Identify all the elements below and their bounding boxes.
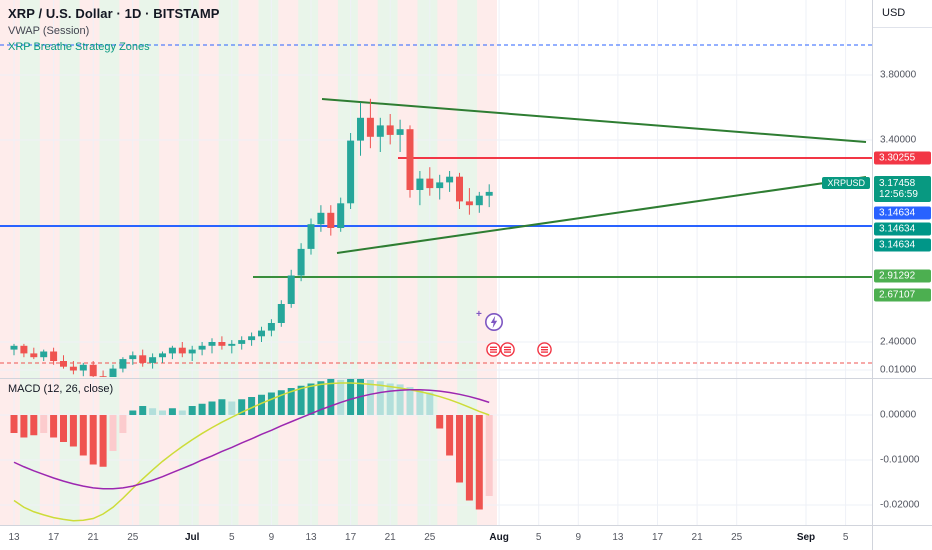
time-scale-label: Aug xyxy=(489,532,509,543)
indicator-vwap-session[interactable]: VWAP (Session) xyxy=(8,25,90,37)
candlestick-chart-canvas[interactable] xyxy=(0,0,872,525)
time-scale-label: Sep xyxy=(796,532,816,543)
time-scale-label: Jul xyxy=(184,532,200,543)
currency-label[interactable]: USD xyxy=(873,0,932,28)
price-line-label: 2.91292 xyxy=(874,269,931,283)
time-scale-label: 5 xyxy=(842,532,849,543)
time-scale-label: 25 xyxy=(127,532,139,543)
time-axis[interactable]: 13 17 21 25 Jul 5 9 13 17 21 25 Aug 5 9 13 17 21 25 Sep 5 xyxy=(0,525,872,550)
economic-event-icon[interactable] xyxy=(500,342,515,362)
time-scale-label: 25 xyxy=(731,532,743,543)
price-line-label: 3.14634 xyxy=(874,222,931,236)
price-scale-label: 3.40000 xyxy=(880,134,917,146)
sparkle-icon xyxy=(476,309,482,320)
macd-pane xyxy=(10,379,493,522)
price-line-label: 2.67107 xyxy=(874,288,931,302)
lightning-marker-icon[interactable] xyxy=(484,312,504,337)
time-scale-label: 21 xyxy=(384,532,396,543)
time-scale-label: 13 xyxy=(612,532,624,543)
price-axis[interactable]: USD 3.80000 3.40000 3.30255 3.14634 3.14634 3… xyxy=(872,0,932,525)
time-scale-label: 21 xyxy=(691,532,703,543)
time-scale-label: 9 xyxy=(268,532,275,543)
price-scale-label: 0.01000 xyxy=(880,364,917,376)
time-scale-label: 25 xyxy=(424,532,436,543)
indicator-breathe-strategy-zones[interactable]: XRP Breathe Strategy Zones xyxy=(8,41,150,53)
time-scale-label: 9 xyxy=(575,532,582,543)
axis-corner xyxy=(872,525,932,550)
price-line-symbol-tag: XRPUSD xyxy=(822,177,870,189)
price-line-label: 3.14634 xyxy=(874,206,931,220)
gridlines xyxy=(0,0,872,525)
time-scale-label: 21 xyxy=(87,532,99,543)
time-scale-label: 5 xyxy=(229,532,235,543)
price-line-label: 3.14634 xyxy=(874,238,931,252)
macd-indicator-label[interactable]: MACD (12, 26, close) xyxy=(8,383,114,395)
symbol-title[interactable]: XRP / U.S. Dollar · 1D · BITSTAMP xyxy=(8,6,220,21)
price-pane xyxy=(0,44,872,377)
price-scale-label: 0.00000 xyxy=(880,409,917,421)
economic-event-icon[interactable] xyxy=(486,342,501,362)
chart-legend: XRP / U.S. Dollar · 1D · BITSTAMP VWAP (… xyxy=(8,6,220,53)
time-scale-label: 17 xyxy=(48,532,60,543)
time-scale-label: 17 xyxy=(651,532,664,543)
price-scale-label: -0.02000 xyxy=(880,499,920,511)
price-scale-label: 3.80000 xyxy=(880,69,917,81)
chart-plot-area[interactable]: XRP / U.S. Dollar · 1D · BITSTAMP VWAP (… xyxy=(0,0,872,525)
time-scale-label: 5 xyxy=(535,532,542,543)
bar-countdown: 12:56:59 xyxy=(879,189,918,200)
time-scale-label: 13 xyxy=(305,532,317,543)
price-line-label: 3.30255 xyxy=(874,151,931,165)
price-scale-label: 2.40000 xyxy=(880,336,917,348)
time-scale-label: 13 xyxy=(8,532,20,543)
time-scale-label: 17 xyxy=(345,532,357,543)
pane-separator xyxy=(873,378,932,379)
current-price-value: 3.17458 xyxy=(879,178,916,189)
current-price-badge: 3.17458 12:56:59 xyxy=(874,176,931,202)
economic-event-icon[interactable] xyxy=(537,342,552,362)
price-scale-label: -0.01000 xyxy=(880,454,920,466)
